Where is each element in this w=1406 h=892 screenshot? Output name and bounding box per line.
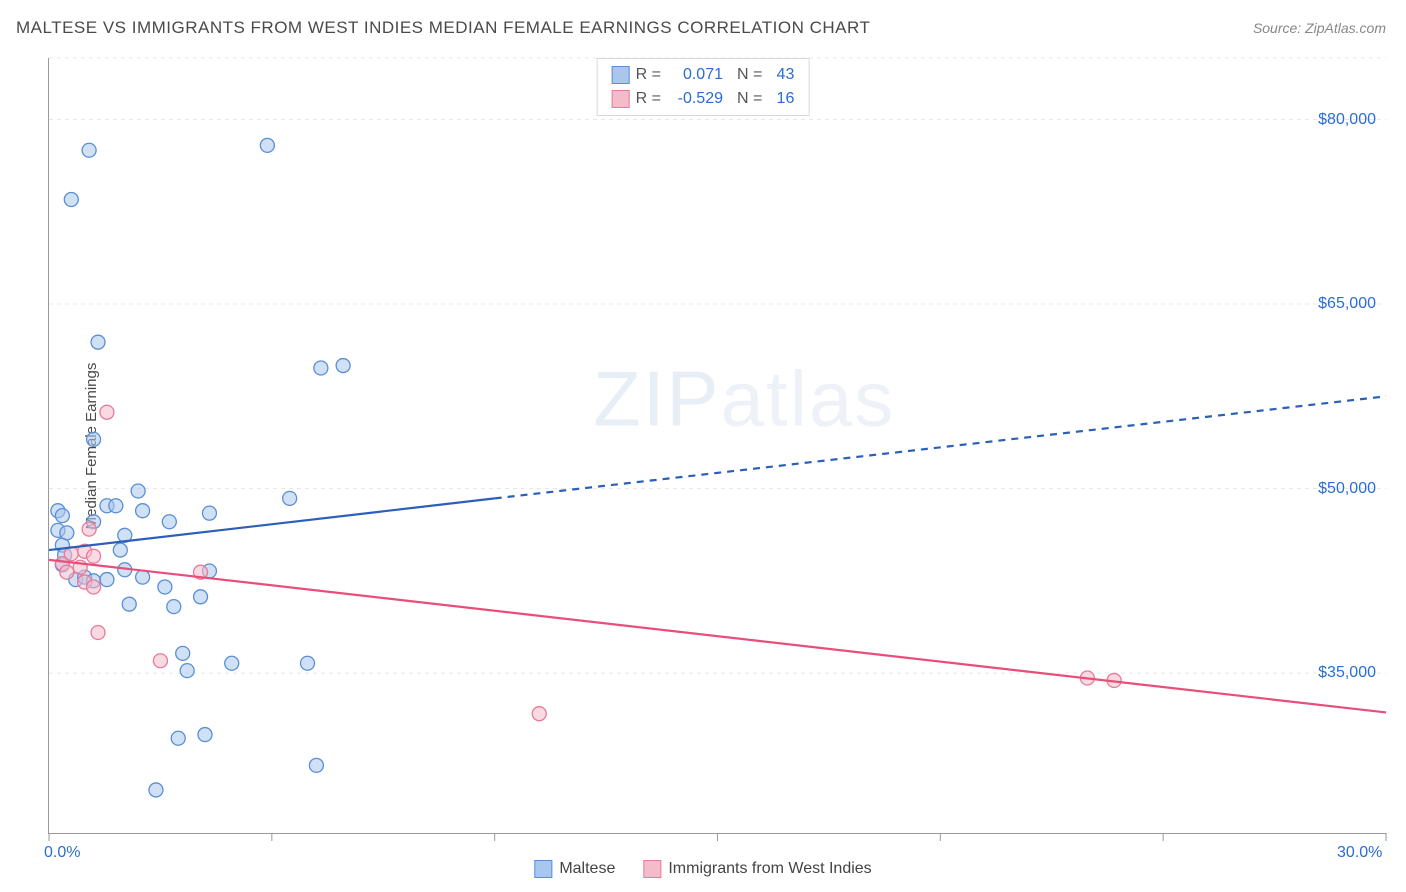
n-label: N = [737,63,762,87]
swatch-series1 [534,860,552,878]
y-tick-label: $80,000 [1318,111,1376,129]
stats-row-series1: R = 0.071 N = 43 [612,63,795,87]
y-tick-label: $65,000 [1318,295,1376,313]
chart-title: MALTESE VS IMMIGRANTS FROM WEST INDIES M… [16,18,870,38]
stats-row-series2: R = -0.529 N = 16 [612,87,795,111]
legend-label-series1: Maltese [559,860,615,878]
r-value-series2: -0.529 [667,87,723,111]
swatch-series1 [612,66,630,84]
x-tick-label: 30.0% [1337,844,1382,862]
source-attribution: Source: ZipAtlas.com [1253,20,1386,36]
n-label: N = [737,87,762,111]
y-tick-label: $35,000 [1318,664,1376,682]
r-value-series1: 0.071 [667,63,723,87]
legend: Maltese Immigrants from West Indies [534,860,871,878]
chart-plot-area: ZIPatlas [48,58,1386,834]
r-label: R = [636,63,661,87]
swatch-series2 [643,860,661,878]
x-tick-label: 0.0% [44,844,80,862]
scatter-plot-svg [49,58,1386,833]
y-tick-label: $50,000 [1318,480,1376,498]
n-value-series2: 16 [768,87,794,111]
legend-item-series2: Immigrants from West Indies [643,860,871,878]
swatch-series2 [612,90,630,108]
legend-item-series1: Maltese [534,860,615,878]
correlation-stats-box: R = 0.071 N = 43 R = -0.529 N = 16 [597,58,810,116]
n-value-series1: 43 [768,63,794,87]
r-label: R = [636,87,661,111]
legend-label-series2: Immigrants from West Indies [668,860,871,878]
